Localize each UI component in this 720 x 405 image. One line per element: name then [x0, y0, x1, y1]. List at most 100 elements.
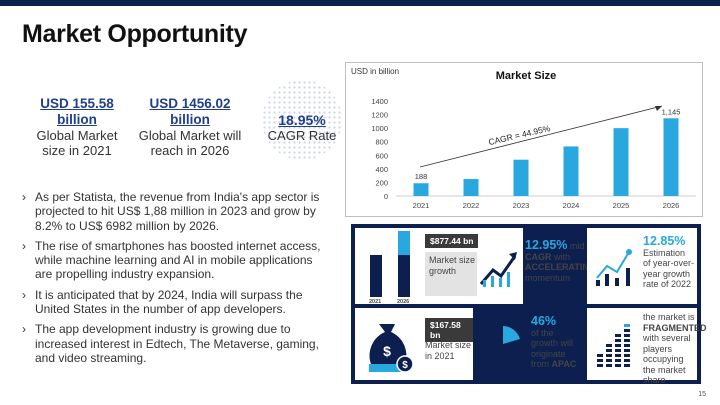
yoy-text: 12.85% Estimation of year-over-year grow…	[643, 234, 695, 290]
bar	[413, 183, 429, 196]
stat-label: Global Market will reach in 2026	[138, 128, 242, 158]
icon-dot	[615, 359, 621, 362]
stat-market-2021: USD 155.58 billion Global Market size in…	[27, 96, 127, 158]
card-size-2021: $ $ $167.58 bn Market size in 2021	[355, 308, 473, 380]
icon-dot	[606, 344, 612, 347]
y-tick-label: 0	[384, 192, 388, 201]
stat-value: USD 155.58 billion	[40, 96, 114, 127]
yoy-pct: 12.85%	[643, 234, 686, 248]
size-text: Market size in 2021	[425, 340, 472, 361]
stat-market-2026: USD 1456.02 billion Global Market will r…	[138, 96, 242, 158]
y-tick-label: 200	[375, 178, 388, 187]
card-yoy: 12.85% Estimation of year-over-year grow…	[587, 228, 697, 304]
x-tick-label: 2026	[663, 201, 680, 210]
stat-value: 18.95%	[278, 112, 326, 128]
x-tick-label: 2025	[613, 201, 630, 210]
icon-dot	[624, 334, 630, 337]
page-number: 15	[698, 391, 706, 398]
icon-dot	[606, 349, 612, 352]
icon-dot	[624, 349, 630, 352]
y-tick-label: 600	[375, 151, 388, 160]
icon-dot	[624, 324, 630, 327]
bar-2021	[370, 255, 382, 297]
bar	[613, 128, 629, 196]
apac-pct: 46%	[531, 314, 557, 328]
cagr-annotation: CAGR = 44.95%	[487, 123, 551, 147]
icon-dot	[615, 349, 621, 352]
y-tick-label: 1200	[371, 111, 388, 120]
icon-dot	[615, 364, 621, 367]
cagr-arrow	[419, 105, 663, 168]
bullet-item: The rise of smartphones has boosted inte…	[22, 239, 322, 282]
growth-text: Market size growth	[429, 255, 476, 276]
market-size-chart: USD in billion Market Size 0 200 400 600 800…	[345, 62, 703, 217]
pie-chart-icon	[485, 326, 521, 362]
icon-dot	[606, 364, 612, 367]
growth-label-box	[425, 252, 477, 296]
icon-dot	[624, 339, 630, 342]
dot-circle-decoration	[262, 80, 342, 160]
apac-t1: of the growth will originate from	[531, 327, 574, 370]
icon-dot	[606, 359, 612, 362]
line-chart-icon	[596, 249, 632, 286]
year-label: 2021	[369, 299, 382, 305]
bar-2026-base	[398, 255, 410, 297]
icon-dot	[615, 354, 621, 357]
frag-t2: FRAGMENTED	[643, 322, 707, 333]
x-tick-label: 2021	[413, 201, 430, 210]
y-tick-label: 400	[375, 165, 388, 174]
stat-cagr: 18.95% CAGR Rate	[262, 112, 342, 143]
icon-dot	[615, 334, 621, 337]
x-tick-label: 2024	[563, 201, 580, 210]
bar-2026-growth	[398, 231, 410, 255]
icon-dot	[597, 359, 603, 362]
bullet-list: As per Statista, the revenue from India'…	[22, 190, 322, 371]
y-tick-label: 800	[375, 138, 388, 147]
y-tick-label: 1400	[371, 97, 388, 106]
infographic-panel: 2021 2026 $877.44 bn Market size growth …	[351, 224, 707, 385]
frag-t3: with several players occupying the marke…	[643, 333, 691, 385]
icon-dot	[597, 354, 603, 357]
stat-value: USD 1456.02 billion	[149, 96, 231, 127]
cagr-pct: 12.95%	[525, 238, 568, 252]
chart-unit-label: USD in billion	[351, 67, 399, 76]
top-bar	[0, 0, 720, 6]
chart-svg: USD in billion Market Size 0 200 400 600 800…	[351, 67, 696, 210]
cagr-t3: with	[551, 251, 571, 262]
frag-t1: the market is	[643, 312, 695, 322]
icon-dot	[624, 344, 630, 347]
cagr-t2: CAGR	[525, 251, 552, 262]
icon-dot	[606, 354, 612, 357]
icon-dot	[615, 339, 621, 342]
year-label: 2026	[397, 299, 410, 305]
bullet-item: The app development industry is growing …	[22, 322, 322, 365]
stat-label: Global Market size in 2021	[36, 128, 118, 158]
bullet-item: As per Statista, the revenue from India'…	[22, 190, 322, 233]
bar	[563, 146, 579, 196]
yoy-desc: Estimation of year-over-year growth rate…	[643, 247, 695, 290]
cagr-arrowhead	[655, 106, 662, 111]
fragmented-text: the market is FRAGMENTED with several pl…	[643, 312, 707, 386]
page-title: Market Opportunity	[22, 20, 248, 48]
svg-text:$: $	[383, 343, 391, 359]
card-growth: 2021 2026 $877.44 bn Market size growth	[355, 228, 523, 305]
icon-dot	[624, 329, 630, 332]
bullet-item: It is anticipated that by 2024, India wi…	[22, 288, 322, 317]
card-fragmented: the market is FRAGMENTED with several pl…	[587, 308, 707, 385]
cagr-text: 12.95% mid CAGR with ACCELERATING moment…	[525, 238, 596, 283]
growth-trend-icon	[479, 252, 517, 287]
card-apac: 46% of the growth will originate from AP…	[475, 308, 585, 380]
stat-label: CAGR Rate	[267, 128, 337, 143]
data-label: 1,145	[662, 107, 681, 116]
cagr-t5: momentum	[525, 272, 571, 283]
icon-dot	[624, 364, 630, 367]
dotted-bars-icon	[597, 324, 630, 367]
y-tick-label: 1000	[371, 124, 388, 133]
cagr-t1: mid	[567, 241, 585, 251]
chart-title: Market Size	[496, 70, 557, 82]
data-label: 188	[415, 172, 428, 181]
x-tick-label: 2023	[513, 201, 530, 210]
card-cagr: 12.95% mid CAGR with ACCELERATING moment…	[475, 228, 596, 304]
bar	[513, 159, 529, 196]
money-bag-icon: $ $	[369, 324, 414, 373]
